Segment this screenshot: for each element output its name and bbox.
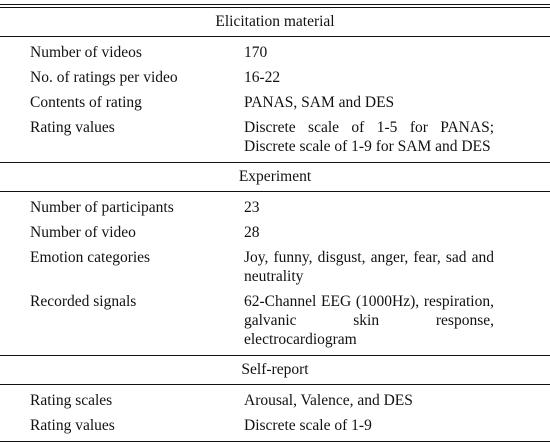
section-rule (0, 384, 550, 385)
row-value: 28 (244, 224, 260, 241)
row-label: Number of video (30, 224, 136, 241)
row-label: Rating values (30, 119, 115, 136)
table-row: Rating values Discrete scale of 1-9 (0, 413, 550, 438)
section-title-elicitation: Elicitation material (215, 13, 335, 30)
row-value: 170 (244, 44, 268, 61)
section-rule (0, 355, 550, 356)
row-label: Recorded signals (30, 293, 137, 310)
row-label: Number of videos (30, 44, 142, 61)
row-value: PANAS, SAM and DES (244, 94, 395, 111)
row-label: Contents of rating (30, 94, 142, 111)
dataset-table: Elicitation material Number of videos 17… (0, 4, 550, 442)
table-row: No. of ratings per video 16-22 (0, 65, 550, 90)
row-value: Joy, funny, disgust, anger, fear, sad an… (244, 249, 494, 285)
row-label: Emotion categories (30, 249, 151, 266)
row-value: 62-Channel EEG (1000Hz), respiration, ga… (244, 293, 494, 348)
row-label: No. of ratings per video (30, 69, 178, 86)
row-value: 23 (244, 199, 260, 216)
section-body-experiment: Number of participants 23 Number of vide… (0, 192, 550, 355)
section-rule (0, 162, 550, 163)
table-row: Number of video 28 (0, 220, 550, 245)
table-row: Emotion categories Joy, funny, disgust, … (0, 245, 550, 289)
table-row: Number of videos 170 (0, 40, 550, 65)
section-rule (0, 36, 550, 37)
row-label: Number of participants (30, 199, 174, 216)
row-value: Arousal, Valence, and DES (244, 392, 413, 409)
row-value: 16-22 (244, 69, 281, 86)
section-title-experiment: Experiment (238, 168, 312, 185)
section-body-elicitation: Number of videos 170 No. of ratings per … (0, 37, 550, 162)
section-rule (0, 191, 550, 192)
row-value: Discrete scale of 1-5 for PANAS; Discret… (244, 119, 494, 155)
table-row: Rating scales Arousal, Valence, and DES (0, 388, 550, 413)
table-row: Number of participants 23 (0, 195, 550, 220)
table-row: Contents of rating PANAS, SAM and DES (0, 90, 550, 115)
row-label: Rating values (30, 417, 115, 434)
section-title-self-report: Self-report (241, 361, 309, 378)
row-value: Discrete scale of 1-9 (244, 417, 372, 434)
row-label: Rating scales (30, 392, 113, 409)
table-row: Recorded signals 62-Channel EEG (1000Hz)… (0, 289, 550, 352)
section-body-self-report: Rating scales Arousal, Valence, and DES … (0, 385, 550, 441)
top-double-rule (0, 4, 550, 8)
table-row: Rating values Discrete scale of 1-5 for … (0, 115, 550, 159)
